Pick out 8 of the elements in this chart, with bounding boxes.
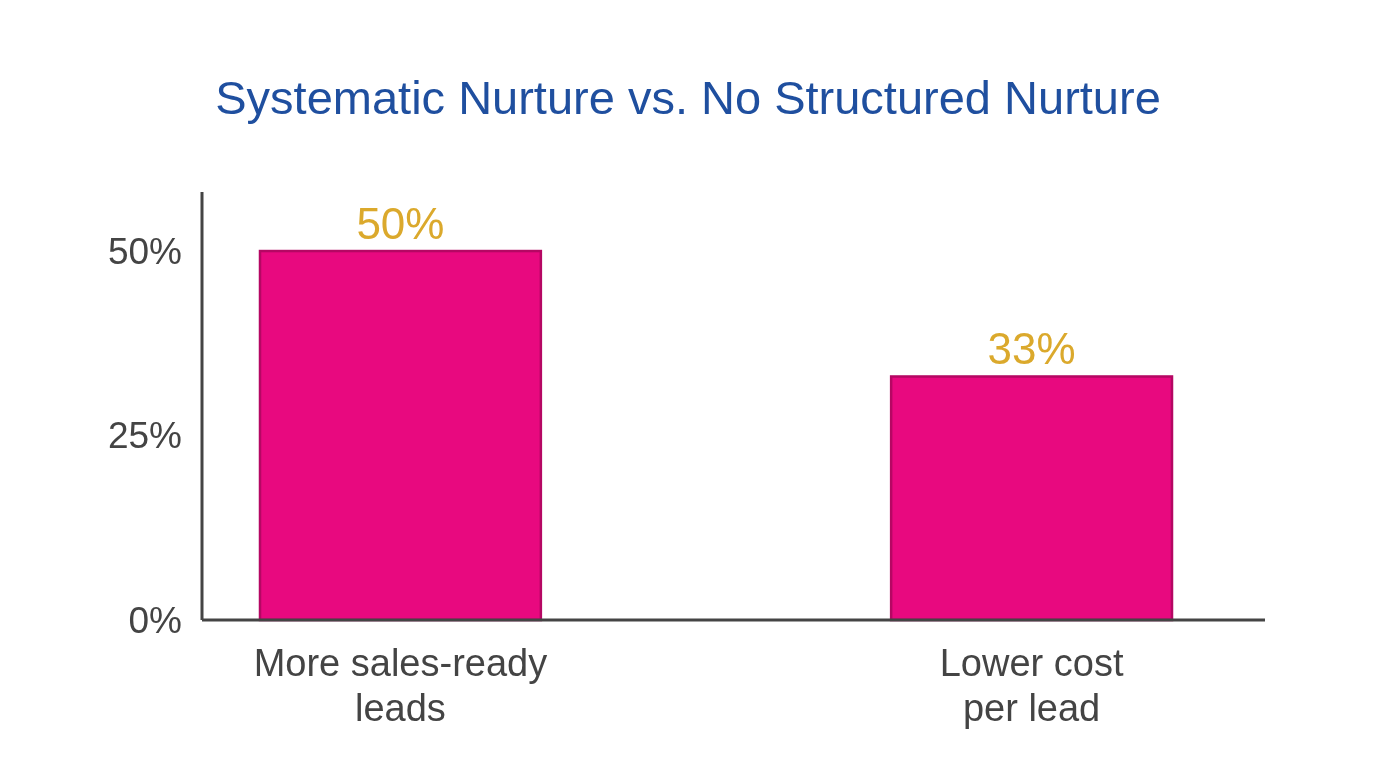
y-tick-label: 50%	[107, 230, 182, 272]
x-tick-label: Lower cost per lead	[939, 642, 1124, 729]
y-tick-label: 0%	[128, 599, 182, 641]
y-tick-label: 25%	[107, 415, 182, 457]
x-tick-label: More sales-ready leads	[253, 642, 548, 729]
chart-title: Systematic Nurture vs. No Structured Nurture	[215, 71, 1161, 124]
data-label: 50%	[356, 199, 445, 249]
data-label: 33%	[987, 324, 1076, 374]
